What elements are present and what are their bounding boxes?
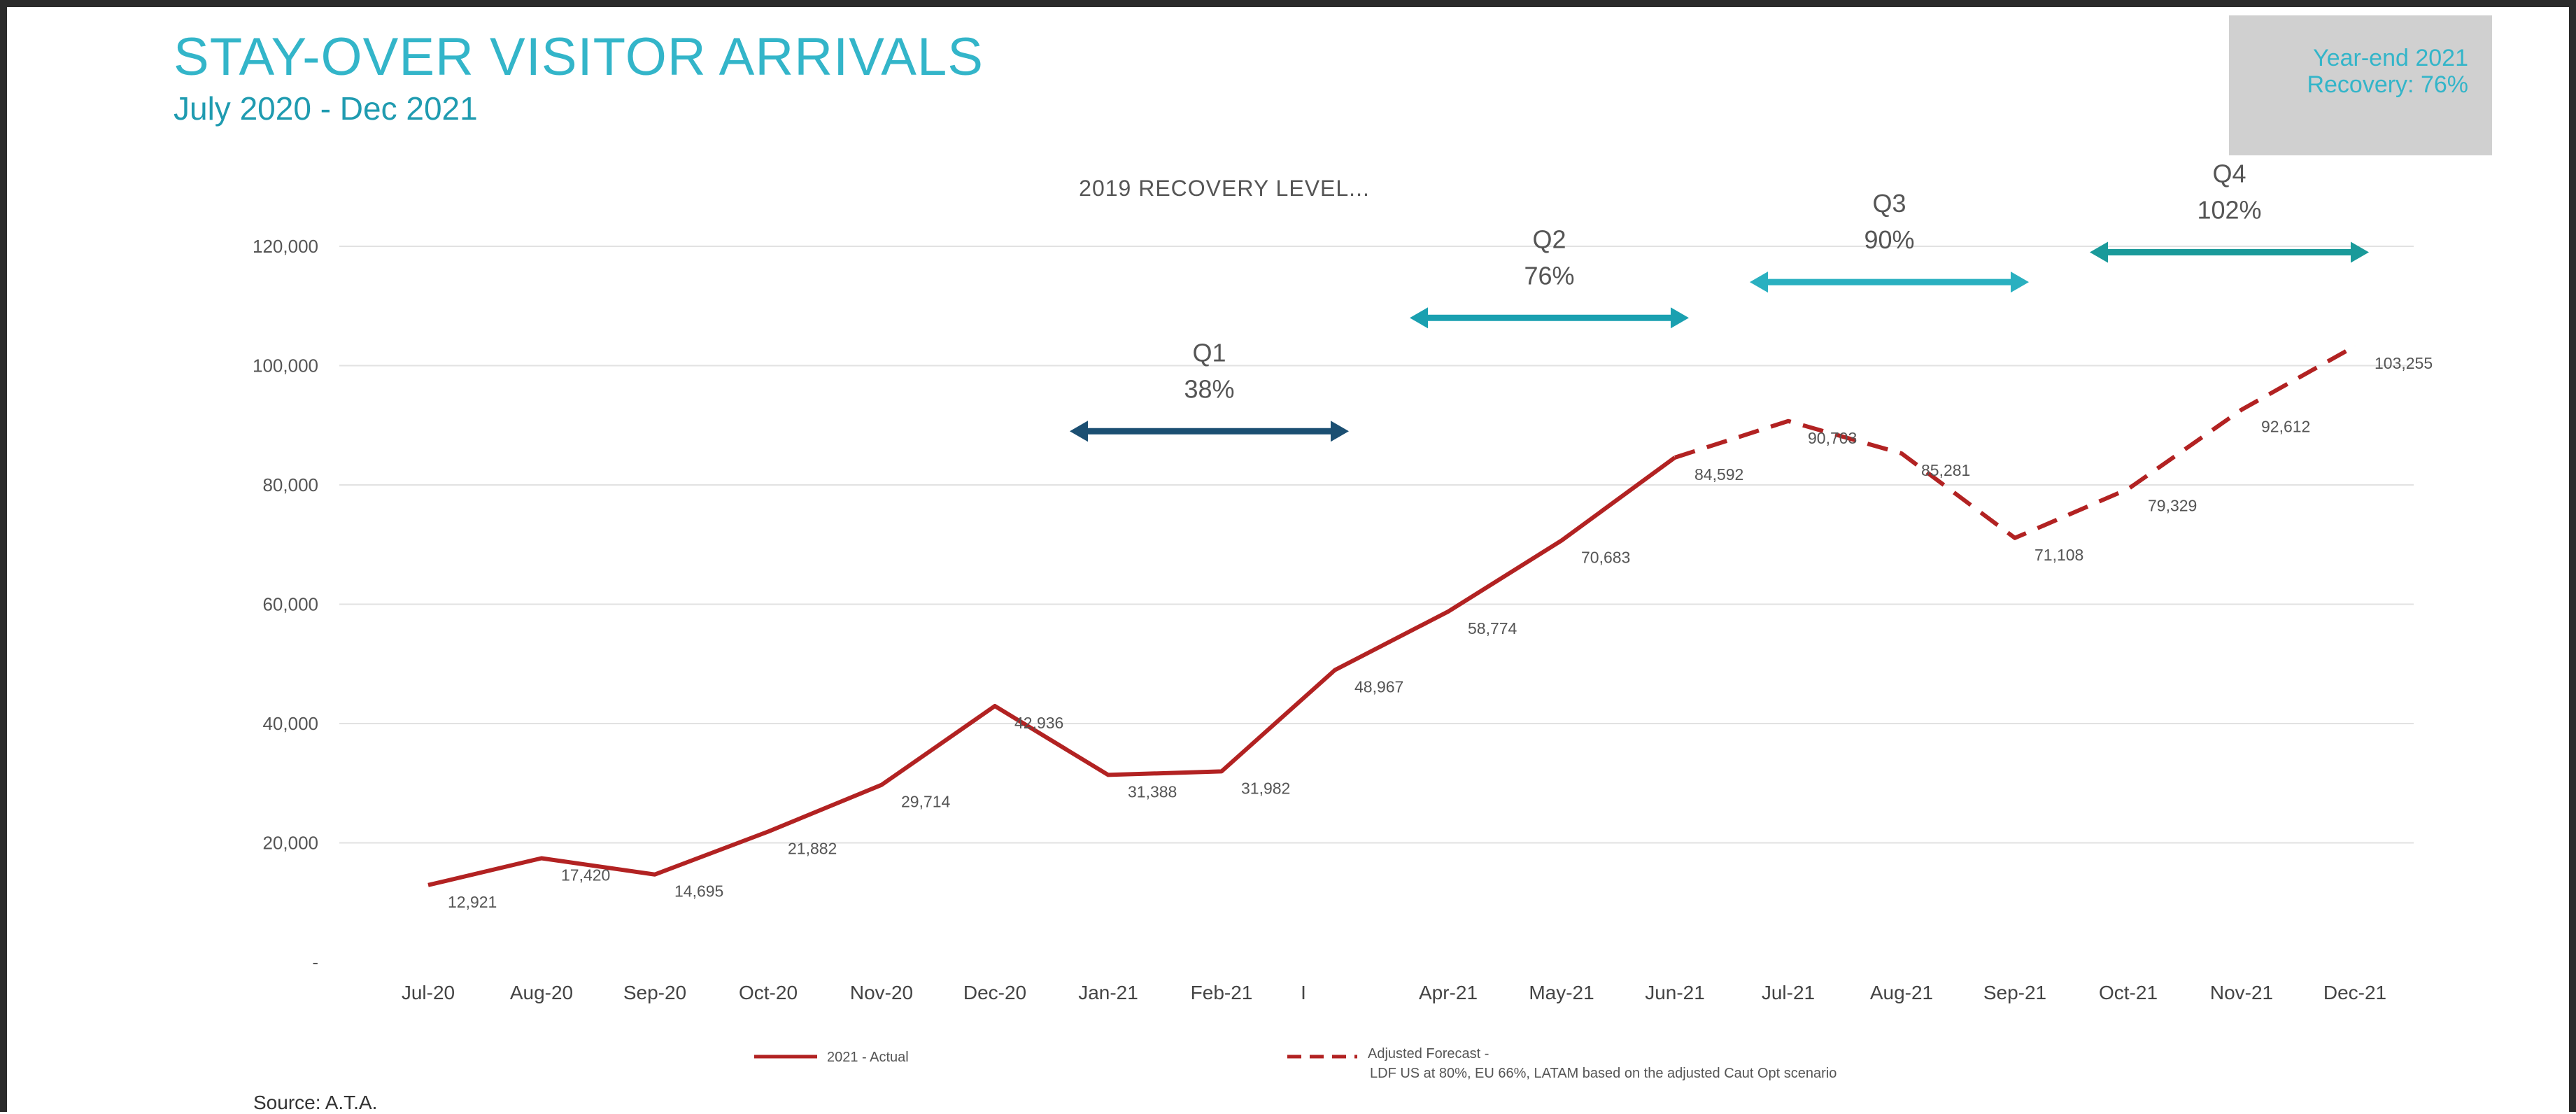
x-tick-label: Aug-21	[1870, 982, 1933, 1003]
data-label: 29,714	[901, 793, 951, 811]
x-tick-label: Jun-21	[1645, 982, 1705, 1003]
y-tick-label: -	[312, 952, 318, 973]
y-tick-label: 40,000	[262, 713, 318, 734]
data-label: 31,388	[1128, 782, 1177, 801]
quarter-annotations: Q1 38% Q2 76% Q3 90% Q4 102%	[1070, 160, 2369, 442]
x-tick-label: Aug-20	[510, 982, 573, 1003]
x-tick-label: Nov-20	[850, 982, 913, 1003]
quarter-arrow-head-right	[1331, 421, 1349, 442]
x-tick-label: Jul-21	[1762, 982, 1815, 1003]
data-label: 85,281	[1921, 461, 1970, 479]
data-label: 92,612	[2261, 417, 2310, 435]
data-labels: 12,921 17,420 14,695 21,882 29,714 42,936 31,3…	[448, 354, 2433, 911]
x-tick-label: Sep-21	[1983, 982, 2046, 1003]
quarter-name: Q4	[2212, 160, 2246, 188]
data-label: 17,420	[561, 866, 610, 884]
quarter-arrow-head-left	[2090, 242, 2108, 263]
legend-label-forecast-note: LDF US at 80%, EU 66%, LATAM based on th…	[1370, 1066, 1837, 1081]
x-tick-label: Apr-21	[1419, 982, 1478, 1003]
x-tick-label: Nov-21	[2210, 982, 2273, 1003]
quarter-recovery-value: 102%	[2197, 196, 2261, 225]
y-tick-label: 20,000	[262, 833, 318, 854]
y-tick-label: 120,000	[253, 236, 318, 257]
data-label: 84,592	[1694, 465, 1743, 484]
chart-title: 2019 RECOVERY LEVEL...	[1079, 176, 1370, 201]
quarter-arrow-head-right	[2351, 242, 2369, 263]
y-axis-ticks: - 20,000 40,000 60,000 80,000 100,000 120,000	[253, 236, 318, 973]
legend-label-actual: 2021 - Actual	[827, 1050, 909, 1065]
x-tick-label: Sep-20	[623, 982, 686, 1003]
data-label: 21,882	[788, 839, 837, 857]
x-tick-label: Jul-20	[402, 982, 455, 1003]
x-axis-ticks: Jul-20 Aug-20 Sep-20 Oct-20 Nov-20 Dec-20 Jan-…	[402, 982, 2386, 1003]
data-label: 14,695	[674, 882, 723, 901]
quarter-arrow-head-right	[2011, 272, 2029, 292]
data-label: 71,108	[2034, 546, 2083, 564]
x-tick-label: Dec-20	[963, 982, 1026, 1003]
data-label: 79,329	[2148, 497, 2197, 515]
grid-lines	[339, 246, 2414, 843]
quarter-name: Q3	[1872, 189, 1906, 218]
x-tick-label: I	[1301, 982, 1306, 1003]
data-label: 58,774	[1468, 619, 1517, 637]
data-label: 103,255	[2375, 354, 2433, 372]
y-tick-label: 100,000	[253, 355, 318, 376]
legend-label-forecast: Adjusted Forecast -	[1368, 1046, 1489, 1062]
quarter-arrow-head-left	[1750, 272, 1768, 292]
legend: 2021 - Actual Adjusted Forecast - LDF US a…	[754, 1046, 1837, 1081]
x-tick-label: May-21	[1529, 982, 1594, 1003]
y-tick-label: 80,000	[262, 474, 318, 495]
quarter-arrow-head-left	[1410, 307, 1428, 328]
source-note: Source: A.T.A.	[253, 1092, 377, 1114]
quarter-name: Q2	[1532, 225, 1566, 253]
x-tick-label: Oct-21	[2099, 982, 2158, 1003]
x-tick-label: Oct-20	[739, 982, 798, 1003]
quarter-arrow-head-right	[1671, 307, 1689, 328]
quarter-recovery-value: 90%	[1864, 225, 1914, 254]
y-tick-label: 60,000	[262, 594, 318, 615]
x-tick-label: Jan-21	[1078, 982, 1138, 1003]
data-label: 70,683	[1581, 548, 1630, 566]
quarter-recovery-value: 76%	[1524, 261, 1574, 290]
series-lines	[428, 346, 2355, 885]
quarter-recovery-value: 38%	[1184, 374, 1234, 403]
x-tick-label: Feb-21	[1191, 982, 1253, 1003]
forecast-series-line	[1675, 346, 2355, 538]
quarter-arrow-head-left	[1070, 421, 1088, 442]
data-label: 31,982	[1241, 779, 1290, 797]
data-label: 12,921	[448, 893, 497, 911]
x-tick-label: Dec-21	[2323, 982, 2386, 1003]
quarter-name: Q1	[1192, 338, 1226, 367]
data-label: 48,967	[1354, 678, 1403, 696]
actual-series-line	[428, 458, 1675, 885]
data-label: 42,936	[1014, 714, 1063, 732]
data-label: 90,703	[1808, 429, 1857, 447]
